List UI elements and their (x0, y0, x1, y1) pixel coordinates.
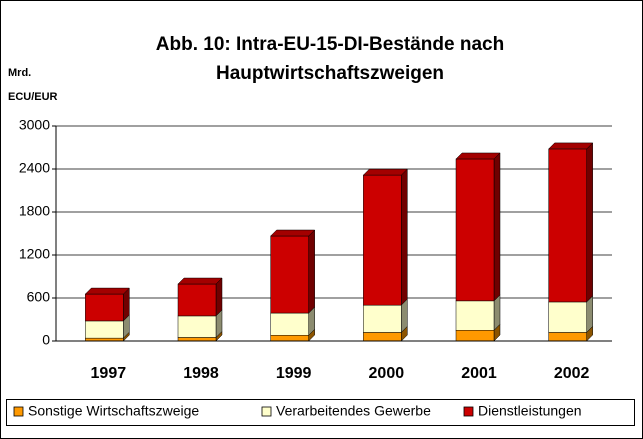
bar (85, 293, 124, 322)
bar-side (401, 168, 408, 306)
bar (455, 300, 495, 331)
legend-swatch (463, 406, 474, 417)
bar (363, 332, 402, 342)
bar-side (215, 277, 223, 317)
bar (85, 320, 124, 339)
y-axis-title: Mrd. (8, 67, 31, 79)
bar-top (548, 142, 594, 150)
y-tick-label: 1200 (19, 246, 50, 262)
x-tick-label: 1997 (91, 365, 127, 382)
bar-side (493, 152, 501, 302)
x-tick-label: 2002 (554, 365, 590, 382)
bar-top (270, 229, 316, 237)
legend-label: Verarbeitendes Gewerbe (276, 403, 431, 419)
y-tick-label: 3000 (19, 117, 50, 133)
y-tick-label: 1800 (19, 203, 50, 219)
bar (548, 148, 587, 303)
bar (548, 301, 587, 333)
bar-side (586, 295, 593, 334)
bar-side (308, 229, 315, 314)
legend-label: Sonstige Wirtschaftszweige (28, 403, 199, 419)
bar-side (586, 142, 593, 303)
legend-label: Dienstleistungen (478, 403, 582, 419)
bar-top (362, 168, 408, 176)
bar-top (177, 277, 223, 285)
bar-top (84, 287, 130, 295)
chart-title: Abb. 10: Intra-EU-15-DI-Bestände nach (156, 34, 504, 55)
y-tick-label: 600 (27, 289, 51, 305)
bar-top (455, 152, 501, 160)
x-tick-label: 1998 (183, 365, 219, 382)
y-tick-label: 0 (42, 332, 50, 348)
bar (177, 337, 217, 342)
bar (455, 330, 495, 342)
bar (270, 312, 309, 336)
y-axis-title: ECU/EUR (8, 91, 58, 103)
legend-swatch (261, 406, 272, 417)
bar (363, 304, 402, 333)
bar (548, 332, 587, 342)
legend-swatch (13, 406, 24, 417)
bar (270, 335, 309, 342)
bar (455, 158, 495, 302)
legend-box (6, 399, 635, 426)
x-tick-label: 1999 (276, 365, 312, 382)
bar (270, 235, 309, 314)
bar (363, 174, 402, 306)
bar (177, 315, 217, 338)
x-tick-label: 2001 (461, 365, 497, 382)
y-tick-label: 2400 (19, 160, 50, 176)
x-tick-label: 2000 (369, 365, 405, 382)
chart-title: Hauptwirtschaftszweigen (216, 63, 444, 84)
bar (177, 283, 217, 317)
